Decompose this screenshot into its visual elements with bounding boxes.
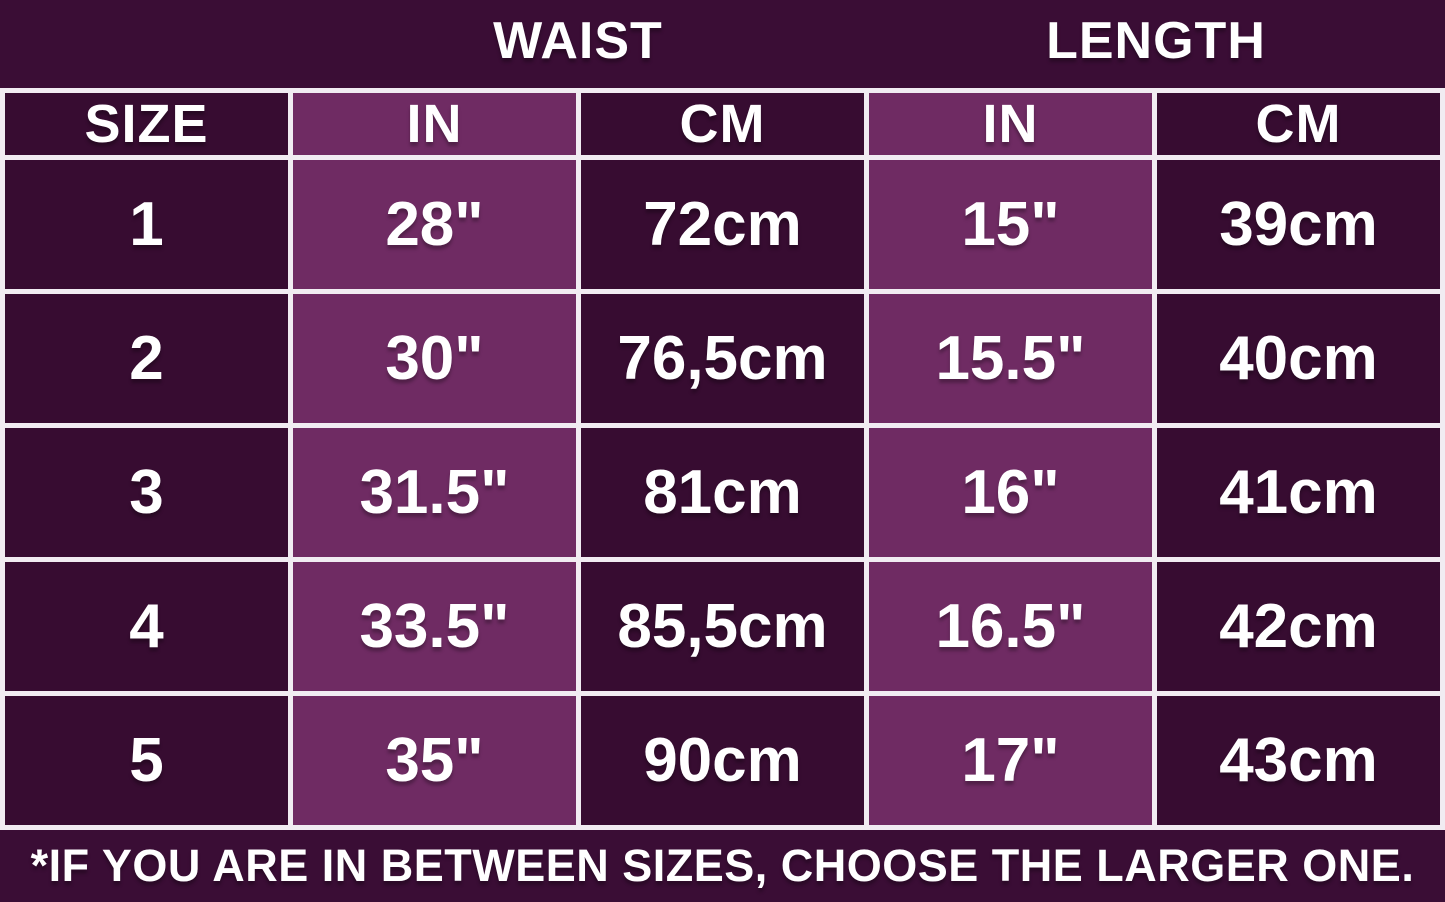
column-group-band: WAIST LENGTH	[0, 0, 1445, 88]
length-cm-value: 43cm	[1152, 691, 1445, 830]
waist-cm-value: 85,5cm	[576, 557, 869, 696]
column-header-waist-in: IN	[288, 88, 581, 160]
length-in-value: 16"	[864, 423, 1157, 562]
table-row-size-5: 5 35" 90cm 17" 43cm	[0, 691, 1445, 830]
waist-in-value: 31.5"	[288, 423, 581, 562]
length-cm-value: 40cm	[1152, 289, 1445, 428]
size-table: SIZE IN CM IN CM 1 28" 72cm 15" 39cm 2 3…	[0, 88, 1445, 830]
size-value: 4	[0, 557, 293, 696]
table-row-size-3: 3 31.5" 81cm 16" 41cm	[0, 423, 1445, 562]
length-in-value: 15.5"	[864, 289, 1157, 428]
table-row-size-1: 1 28" 72cm 15" 39cm	[0, 155, 1445, 294]
waist-in-value: 28"	[288, 155, 581, 294]
column-header-length-cm: CM	[1152, 88, 1445, 160]
length-cm-value: 41cm	[1152, 423, 1445, 562]
size-value: 5	[0, 691, 293, 830]
waist-in-value: 30"	[288, 289, 581, 428]
length-cm-value: 39cm	[1152, 155, 1445, 294]
length-in-value: 17"	[864, 691, 1157, 830]
length-in-value: 16.5"	[864, 557, 1157, 696]
table-row-size-4: 4 33.5" 85,5cm 16.5" 42cm	[0, 557, 1445, 696]
waist-cm-value: 81cm	[576, 423, 869, 562]
footer-band: *IF YOU ARE IN BETWEEN SIZES, CHOOSE THE…	[0, 830, 1445, 902]
waist-in-value: 33.5"	[288, 557, 581, 696]
length-in-value: 15"	[864, 155, 1157, 294]
footer-note: *IF YOU ARE IN BETWEEN SIZES, CHOOSE THE…	[30, 840, 1415, 891]
header-row: SIZE IN CM IN CM	[0, 88, 1445, 160]
waist-in-value: 35"	[288, 691, 581, 830]
column-header-length-in: IN	[864, 88, 1157, 160]
group-label-length: LENGTH	[1046, 12, 1266, 70]
waist-cm-value: 76,5cm	[576, 289, 869, 428]
waist-cm-value: 72cm	[576, 155, 869, 294]
size-value: 2	[0, 289, 293, 428]
table-row-size-2: 2 30" 76,5cm 15.5" 40cm	[0, 289, 1445, 428]
group-label-waist: WAIST	[493, 12, 663, 70]
length-cm-value: 42cm	[1152, 557, 1445, 696]
waist-cm-value: 90cm	[576, 691, 869, 830]
table-header: SIZE IN CM IN CM	[0, 88, 1445, 160]
size-value: 1	[0, 155, 293, 294]
table-body: 1 28" 72cm 15" 39cm 2 30" 76,5cm 15.5" 4…	[0, 155, 1445, 830]
column-header-waist-cm: CM	[576, 88, 869, 160]
column-header-size: SIZE	[0, 88, 293, 160]
size-value: 3	[0, 423, 293, 562]
group-spacer	[0, 41, 289, 47]
